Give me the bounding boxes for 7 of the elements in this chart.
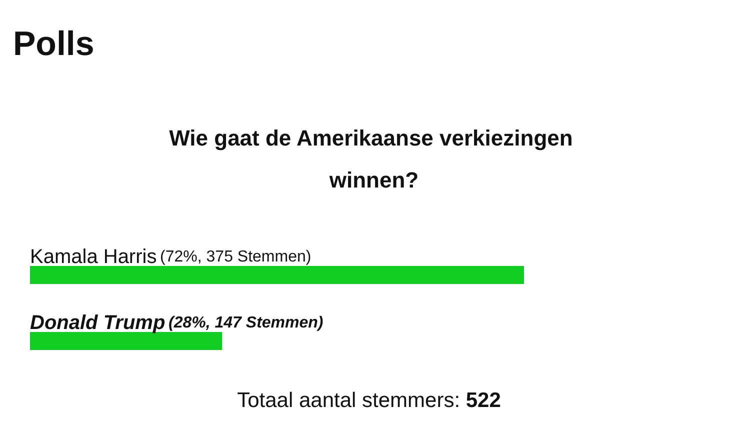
text: Totaal aantal stemmers: 522 <box>237 389 501 412</box>
data-label: (72%, 375 Stemmen) <box>160 248 312 266</box>
chart-title: Polls <box>13 25 94 63</box>
data-label: (28%, 147 Stemmen) <box>168 314 324 332</box>
y-tick-label: Donald Trump <box>30 312 166 334</box>
chart-subtitle: Wie gaat de Amerikaanse verkiezingen winnen? <box>169 126 579 192</box>
y-tick-label: Kamala Harris <box>30 246 157 268</box>
